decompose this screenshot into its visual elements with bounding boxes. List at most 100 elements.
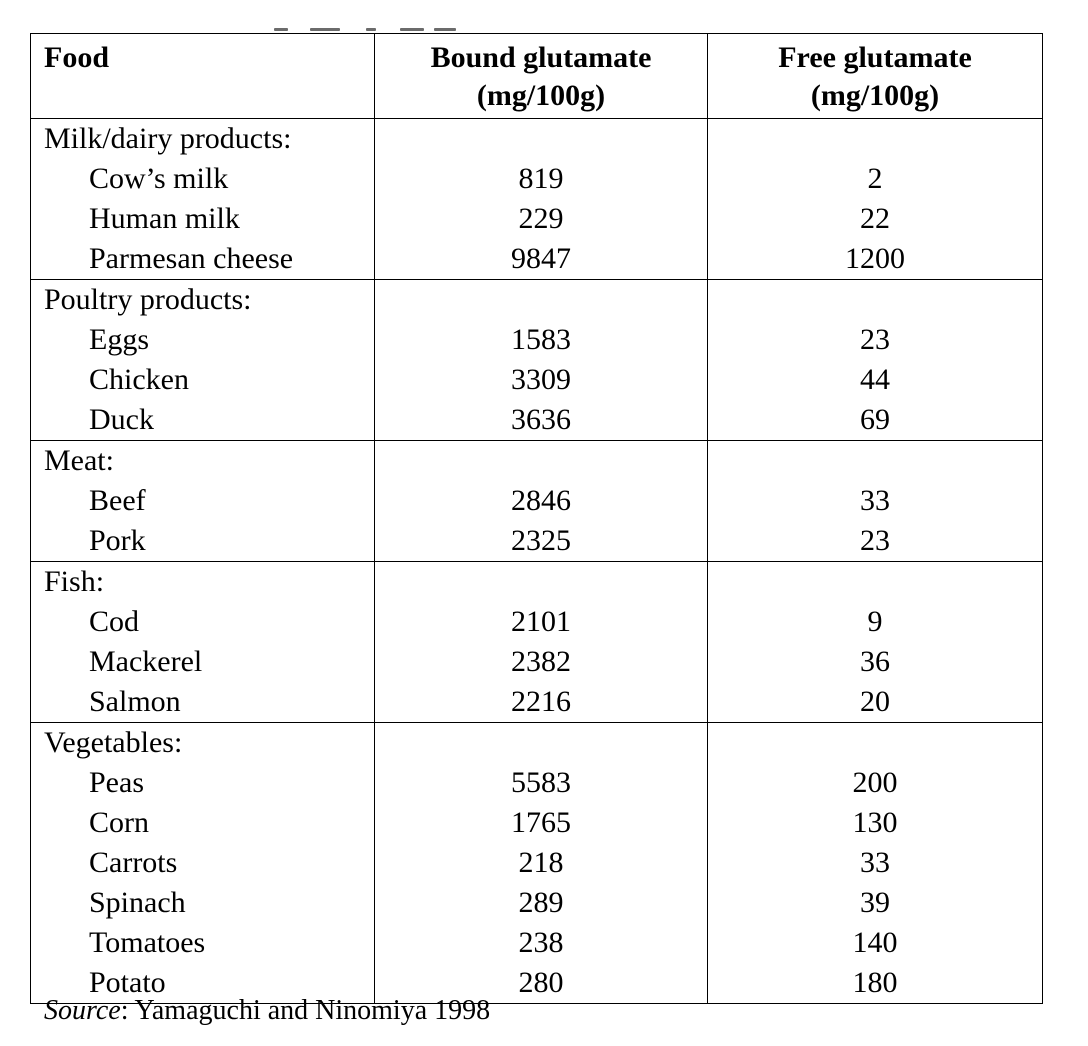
bound-glutamate-cell: 289 xyxy=(374,883,708,923)
food-name-cell: Potato xyxy=(30,963,375,1004)
table-row: Beef 2846 33 xyxy=(30,481,1043,521)
empty-cell xyxy=(707,722,1043,763)
table-row: Corn 1765 130 xyxy=(30,803,1043,843)
header-row: Food Bound glutamate (mg/100g) Free glut… xyxy=(30,33,1043,119)
free-glutamate-cell: 44 xyxy=(707,360,1043,400)
free-glutamate-cell: 23 xyxy=(707,320,1043,360)
table-row: Duck 3636 69 xyxy=(30,400,1043,441)
free-glutamate-cell: 180 xyxy=(707,963,1043,1004)
food-name-cell: Spinach xyxy=(30,883,375,923)
empty-cell xyxy=(374,118,708,159)
free-glutamate-cell: 9 xyxy=(707,602,1043,642)
table-row: Cod 2101 9 xyxy=(30,602,1043,642)
header-free-line1: Free glutamate xyxy=(778,41,972,74)
source-text: : Yamaguchi and Ninomiya 1998 xyxy=(120,995,491,1026)
food-name-cell: Eggs xyxy=(30,320,375,360)
free-glutamate-cell: 130 xyxy=(707,803,1043,843)
food-name-cell: Human milk xyxy=(30,199,375,239)
free-glutamate-cell: 36 xyxy=(707,642,1043,682)
bound-glutamate-cell: 2382 xyxy=(374,642,708,682)
source-label: Source xyxy=(44,995,121,1026)
food-name-cell: Corn xyxy=(30,803,375,843)
table-row: Mackerel 2382 36 xyxy=(30,642,1043,682)
food-name-cell: Salmon xyxy=(30,682,375,723)
bound-glutamate-cell: 1583 xyxy=(374,320,708,360)
category-row: Meat: xyxy=(30,440,1043,481)
empty-cell xyxy=(374,561,708,602)
empty-cell xyxy=(707,279,1043,320)
free-glutamate-cell: 39 xyxy=(707,883,1043,923)
bound-glutamate-cell: 238 xyxy=(374,923,708,963)
food-name-cell: Cod xyxy=(30,602,375,642)
bound-glutamate-cell: 3636 xyxy=(374,400,708,441)
food-name-cell: Chicken xyxy=(30,360,375,400)
free-glutamate-cell: 140 xyxy=(707,923,1043,963)
header-bound-glutamate: Bound glutamate (mg/100g) xyxy=(374,33,708,119)
food-name-cell: Peas xyxy=(30,763,375,803)
table-row: Eggs 1583 23 xyxy=(30,320,1043,360)
bound-glutamate-cell: 2846 xyxy=(374,481,708,521)
food-name-cell: Duck xyxy=(30,400,375,441)
bound-glutamate-cell: 2216 xyxy=(374,682,708,723)
category-row: Fish: xyxy=(30,561,1043,602)
glutamate-table: Food Bound glutamate (mg/100g) Free glut… xyxy=(30,33,1043,1004)
empty-cell xyxy=(707,440,1043,481)
free-glutamate-cell: 1200 xyxy=(707,239,1043,280)
header-free-glutamate: Free glutamate (mg/100g) xyxy=(707,33,1043,119)
header-bound-line2: (mg/100g) xyxy=(476,79,606,112)
empty-cell xyxy=(374,279,708,320)
category-row: Milk/dairy products: xyxy=(30,118,1043,159)
category-label: Fish: xyxy=(30,561,375,602)
header-food-label: Food xyxy=(44,41,110,74)
category-label: Meat: xyxy=(30,440,375,481)
empty-cell xyxy=(707,118,1043,159)
table-header: Food Bound glutamate (mg/100g) Free glut… xyxy=(30,33,1043,119)
bound-glutamate-cell: 5583 xyxy=(374,763,708,803)
free-glutamate-cell: 22 xyxy=(707,199,1043,239)
table-row: Human milk 229 22 xyxy=(30,199,1043,239)
free-glutamate-cell: 33 xyxy=(707,843,1043,883)
food-name-cell: Carrots xyxy=(30,843,375,883)
bound-glutamate-cell: 280 xyxy=(374,963,708,1004)
bound-glutamate-cell: 2325 xyxy=(374,521,708,562)
bound-glutamate-cell: 1765 xyxy=(374,803,708,843)
table-body: Milk/dairy products: Cow’s milk 819 2 Human … xyxy=(30,118,1043,1004)
food-name-cell: Tomatoes xyxy=(30,923,375,963)
empty-cell xyxy=(374,722,708,763)
free-glutamate-cell: 20 xyxy=(707,682,1043,723)
free-glutamate-cell: 23 xyxy=(707,521,1043,562)
food-name-cell: Cow’s milk xyxy=(30,159,375,199)
free-glutamate-cell: 2 xyxy=(707,159,1043,199)
bound-glutamate-cell: 229 xyxy=(374,199,708,239)
food-name-cell: Parmesan cheese xyxy=(30,239,375,280)
cropped-text-fragment xyxy=(270,28,470,33)
header-food: Food xyxy=(30,33,375,119)
category-label: Milk/dairy products: xyxy=(30,118,375,159)
bound-glutamate-cell: 2101 xyxy=(374,602,708,642)
empty-cell xyxy=(374,440,708,481)
table-row: Pork 2325 23 xyxy=(30,521,1043,562)
table-row: Potato 280 180 xyxy=(30,963,1043,1004)
table-row: Peas 5583 200 xyxy=(30,763,1043,803)
header-free-line2: (mg/100g) xyxy=(810,79,940,112)
table-row: Chicken 3309 44 xyxy=(30,360,1043,400)
table-row: Carrots 218 33 xyxy=(30,843,1043,883)
bound-glutamate-cell: 9847 xyxy=(374,239,708,280)
header-bound-line1: Bound glutamate xyxy=(430,41,652,74)
bound-glutamate-cell: 218 xyxy=(374,843,708,883)
free-glutamate-cell: 69 xyxy=(707,400,1043,441)
category-label: Poultry products: xyxy=(30,279,375,320)
bound-glutamate-cell: 3309 xyxy=(374,360,708,400)
category-row: Poultry products: xyxy=(30,279,1043,320)
free-glutamate-cell: 33 xyxy=(707,481,1043,521)
source-note: Source: Yamaguchi and Ninomiya 1998 xyxy=(44,993,490,1029)
category-label: Vegetables: xyxy=(30,722,375,763)
table-row: Cow’s milk 819 2 xyxy=(30,159,1043,199)
table-row: Salmon 2216 20 xyxy=(30,682,1043,723)
table-row: Tomatoes 238 140 xyxy=(30,923,1043,963)
bound-glutamate-cell: 819 xyxy=(374,159,708,199)
food-name-cell: Mackerel xyxy=(30,642,375,682)
free-glutamate-cell: 200 xyxy=(707,763,1043,803)
empty-cell xyxy=(707,561,1043,602)
food-name-cell: Beef xyxy=(30,481,375,521)
